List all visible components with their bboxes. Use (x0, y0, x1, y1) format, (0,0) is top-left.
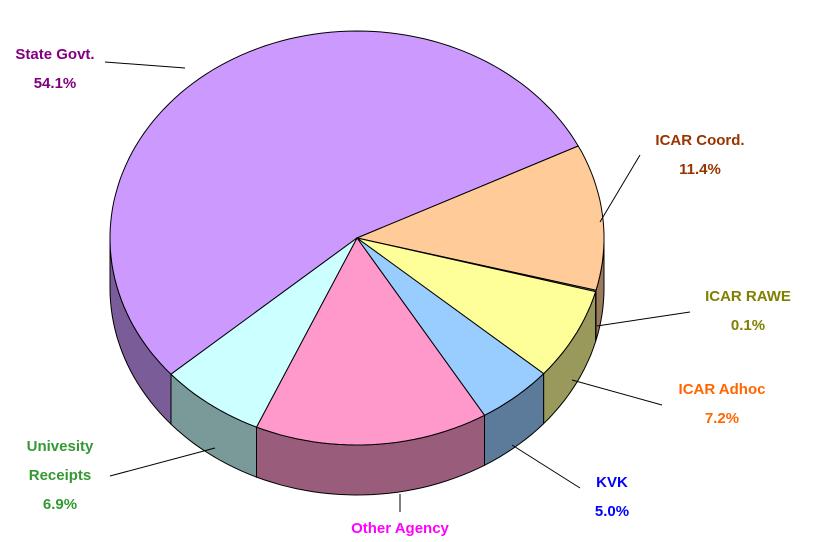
slice-label: ICAR Adhoc 7.2% (679, 375, 766, 433)
value-label: 11.4% (679, 161, 721, 178)
slice (255, 237, 486, 446)
value-label: 6.9% (42, 496, 78, 513)
value-label: 54.1% (33, 75, 77, 92)
leader-line (599, 154, 641, 223)
leader-line (596, 311, 691, 327)
category-label: ICAR Coord. (655, 132, 745, 149)
slice-label: State Govt. 54.1% (15, 40, 94, 98)
category-label: State Govt. (15, 46, 95, 63)
slice (356, 237, 597, 375)
value-label: 5.0% (594, 503, 630, 520)
category-label: KVK (596, 474, 628, 491)
slice-label: ICAR RAWE 0.1% (705, 282, 791, 340)
leader-line (104, 61, 186, 69)
slice (170, 237, 358, 428)
value-label: 7.2% (704, 410, 740, 427)
category-label: Univesity Receipts (26, 438, 94, 484)
value-label: 0.1% (730, 317, 766, 334)
category-label: Other Agency (351, 520, 449, 537)
slice (109, 30, 579, 375)
slice-label: Univesity Receipts 6.9% (13, 432, 108, 519)
leader-line (571, 379, 663, 406)
slice-label: KVK 5.0% (595, 468, 629, 526)
category-label: ICAR RAWE (705, 288, 791, 305)
leader-line (511, 444, 581, 489)
slice-label: Other Agency (351, 514, 449, 542)
slice-label: ICAR Coord. 11.4% (655, 126, 744, 184)
slice (356, 237, 545, 416)
leader-line (109, 447, 216, 477)
category-label: ICAR Adhoc (678, 381, 766, 398)
